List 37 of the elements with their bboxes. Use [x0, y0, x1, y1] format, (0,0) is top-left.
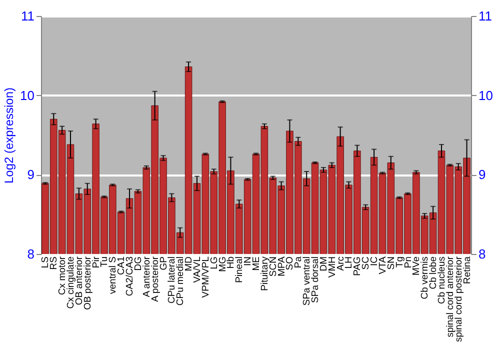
x-tick-label: CPu medial: [175, 256, 186, 306]
y2-tick-label: 8: [478, 246, 486, 262]
x-tick-label: GP: [158, 256, 170, 270]
y2-tick-label: 10: [478, 88, 493, 103]
x-tick-label: VPM/VPL: [200, 256, 212, 298]
x-tick-label: Arc: [335, 256, 346, 271]
x-tick-label: Pir: [90, 256, 102, 268]
x-tick-label: Hb: [226, 256, 237, 269]
x-tick-label: SCN: [268, 256, 279, 277]
x-tick-label: A anterior: [141, 256, 152, 298]
x-tick-label: spinal cord anterior: [444, 256, 456, 338]
x-tick-label: Pineal: [234, 256, 246, 283]
x-tick-label: LG: [208, 256, 220, 270]
x-tick-label: DG: [132, 256, 144, 271]
y-tick-label: 8: [27, 246, 34, 262]
y2-tick-label: 9: [478, 167, 486, 182]
x-tick-label: VA/VL: [192, 256, 203, 283]
y-tick-label: 9: [27, 167, 34, 182]
x-tick-label: SN: [386, 256, 397, 270]
x-tick-label: OB posterior: [82, 256, 94, 310]
x-tick-label: IN: [242, 256, 254, 266]
x-tick-label: Pituitary: [259, 256, 270, 291]
y-tick-label: 11: [21, 8, 34, 24]
y-tick-label: 10: [20, 88, 34, 103]
x-tick-label: Pa: [293, 256, 304, 268]
x-tick-label: Retina: [462, 256, 473, 284]
x-tick-label: SO: [284, 256, 296, 270]
x-tick-label: OB anterior: [74, 256, 85, 306]
x-tick-label: ME: [251, 256, 262, 271]
y-axis-title: Log2 (expression): [2, 87, 16, 184]
x-tick-label: A posterior: [150, 256, 161, 302]
x-tick-label: MVe: [411, 256, 422, 276]
x-tick-label: spinal cord posterior: [453, 256, 464, 342]
x-tick-label: Tg: [394, 256, 406, 268]
x-tick-label: VMH: [326, 256, 338, 278]
y2-tick-label: 11: [478, 8, 492, 24]
x-tick-label: RS: [48, 256, 60, 270]
